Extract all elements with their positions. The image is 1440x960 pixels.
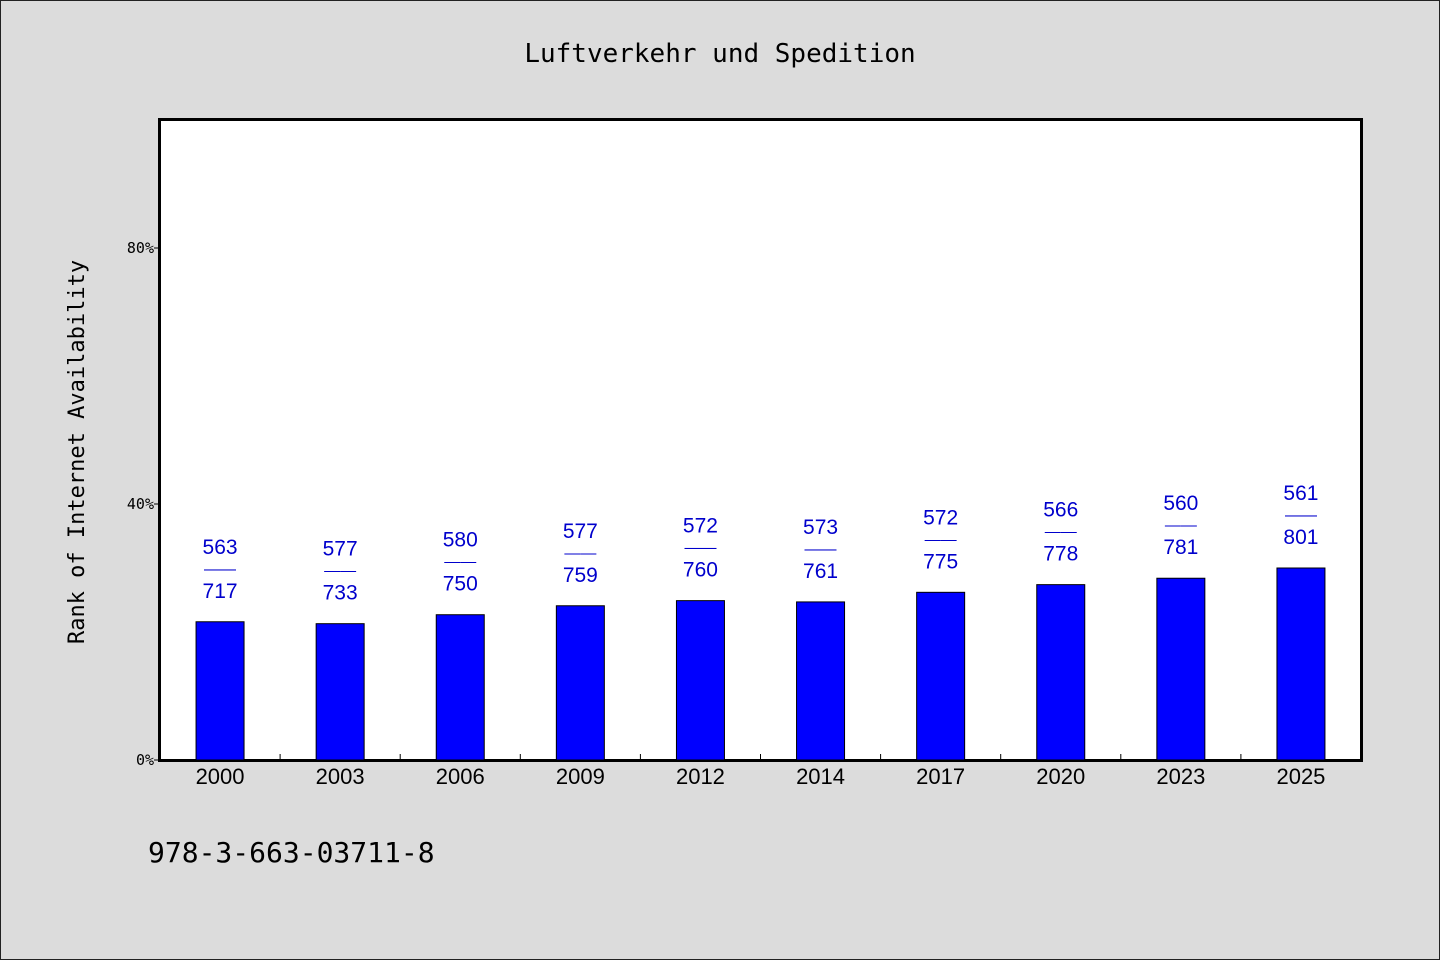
bar bbox=[315, 623, 365, 761]
data-label-bottom: 750 bbox=[443, 573, 478, 596]
x-tick-label: 2009 bbox=[556, 764, 605, 789]
x-tick-label: 2000 bbox=[196, 764, 245, 789]
data-label-sep: —— bbox=[444, 554, 476, 571]
y-tick-label: 40% bbox=[127, 495, 154, 513]
data-label-sep: —— bbox=[324, 563, 356, 580]
y-tick-label: 0% bbox=[136, 751, 154, 769]
bar bbox=[916, 591, 966, 761]
y-axis-label: Rank of Internet Availability bbox=[65, 260, 90, 644]
x-tick-label: 2012 bbox=[676, 764, 725, 789]
data-label-top: 560 bbox=[1163, 492, 1198, 515]
data-label-sep: —— bbox=[204, 561, 236, 578]
data-label-bottom: 778 bbox=[1043, 543, 1078, 566]
data-label-sep: —— bbox=[805, 541, 837, 558]
data-label-bottom: 781 bbox=[1163, 536, 1198, 559]
data-label-top: 577 bbox=[323, 538, 358, 561]
data-label-bottom: 760 bbox=[683, 559, 718, 582]
data-label-sep: —— bbox=[925, 531, 957, 548]
data-label-sep: —— bbox=[564, 545, 596, 562]
footnote: 978-3-663-03711-8 bbox=[148, 836, 435, 869]
x-tick-label: 2025 bbox=[1276, 764, 1325, 789]
x-tick-label: 2023 bbox=[1156, 764, 1205, 789]
data-label-bottom: 761 bbox=[803, 560, 838, 583]
bar bbox=[555, 605, 605, 761]
data-label-bottom: 759 bbox=[563, 564, 598, 587]
data-labels: 563 —— 717 577 —— 733 580 —— 750 577 —— 759 572 —— 760… bbox=[203, 482, 1319, 605]
data-label-sep: —— bbox=[1045, 524, 1077, 541]
data-label-top: 566 bbox=[1043, 499, 1078, 522]
bars bbox=[195, 567, 1326, 761]
x-tick-label: 2006 bbox=[436, 764, 485, 789]
bar bbox=[195, 621, 245, 761]
x-tick-label: 2014 bbox=[796, 764, 845, 789]
data-label-top: 561 bbox=[1283, 482, 1318, 505]
data-label-sep: —— bbox=[1165, 517, 1197, 534]
data-label-top: 572 bbox=[923, 506, 958, 529]
data-label-bottom: 717 bbox=[203, 580, 238, 603]
chart-title: Luftverkehr und Spedition bbox=[524, 39, 915, 69]
bar bbox=[1276, 567, 1326, 761]
data-label-top: 580 bbox=[443, 529, 478, 552]
bar bbox=[796, 601, 846, 761]
bar bbox=[1156, 577, 1206, 761]
x-tick-label: 2020 bbox=[1036, 764, 1085, 789]
data-label-sep: —— bbox=[684, 540, 716, 557]
data-label-top: 573 bbox=[803, 516, 838, 539]
data-label-bottom: 733 bbox=[323, 582, 358, 605]
y-axis-ticks: 0% 40% 80% bbox=[127, 239, 160, 769]
y-tick-label: 80% bbox=[127, 239, 154, 257]
data-label-top: 563 bbox=[203, 536, 238, 559]
data-label-bottom: 801 bbox=[1283, 526, 1318, 549]
x-tick-label: 2003 bbox=[316, 764, 365, 789]
x-axis-ticks: 2000 2003 2006 2009 2012 2014 2017 2020 2023 2025 bbox=[196, 754, 1325, 789]
bar bbox=[675, 600, 725, 761]
data-label-sep: —— bbox=[1285, 507, 1317, 524]
data-label-top: 577 bbox=[563, 520, 598, 543]
bar bbox=[1036, 584, 1086, 761]
data-label-top: 572 bbox=[683, 515, 718, 538]
x-tick-label: 2017 bbox=[916, 764, 965, 789]
data-label-bottom: 775 bbox=[923, 550, 958, 573]
bar bbox=[435, 614, 485, 761]
